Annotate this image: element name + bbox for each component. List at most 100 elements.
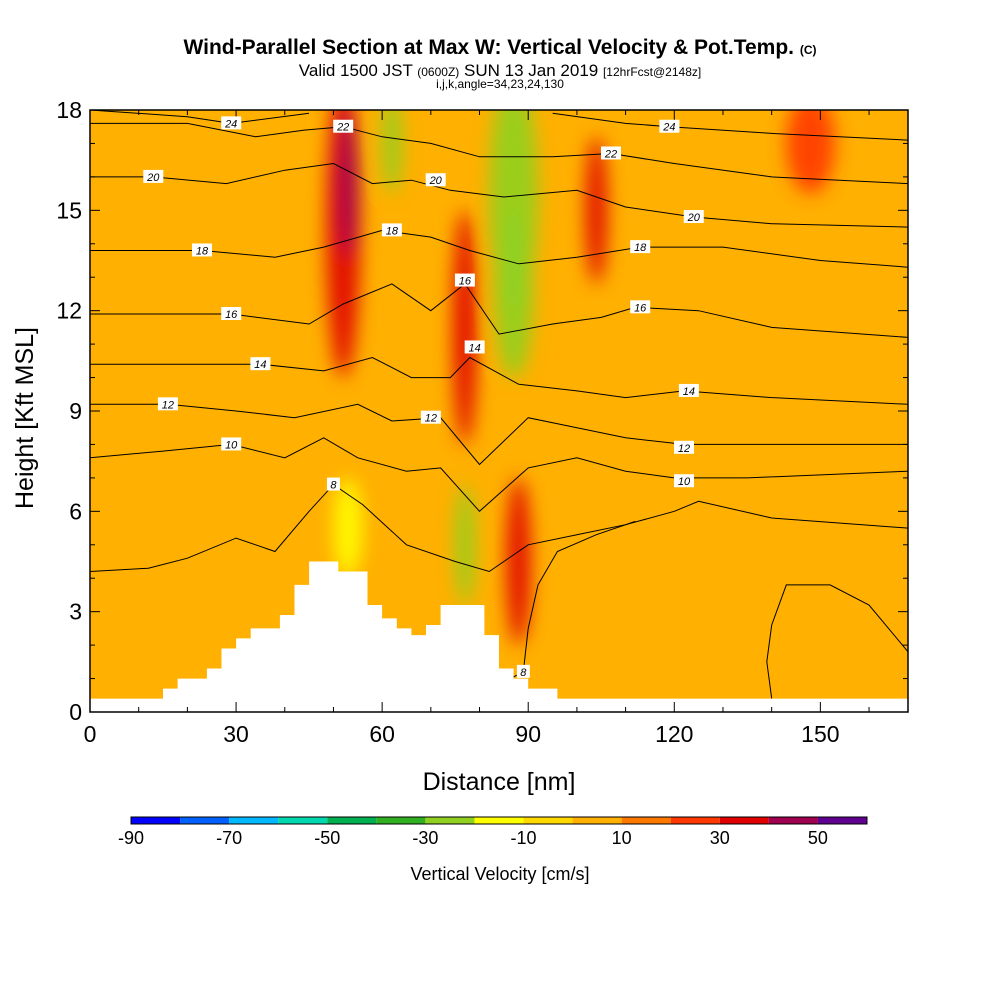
colorbar-tick--10: -10 [511, 828, 537, 848]
contour-label-bg-1 [221, 437, 242, 451]
contour-label-3: 12 [162, 399, 174, 411]
contour-label-10: 16 [459, 276, 472, 288]
contour-label-bg-22 [516, 664, 530, 678]
contour-label-bg-18 [333, 119, 354, 133]
contour-label-15: 20 [146, 172, 160, 184]
contour-label-5: 12 [678, 443, 690, 455]
contour-label-bg-21 [659, 119, 680, 133]
x-tick-label-90: 90 [515, 721, 541, 747]
colorbar-frame [130, 816, 868, 825]
contour-label-9: 16 [225, 309, 238, 321]
colorbar-tick-50: 50 [808, 828, 828, 848]
contour-label-18: 22 [336, 122, 349, 134]
terrain [90, 561, 908, 712]
colorbar-tick-30: 30 [710, 828, 730, 848]
vertical-velocity-field [326, 110, 835, 646]
colorbar-swatch-8 [523, 817, 573, 824]
contour-label-bg-0 [326, 477, 340, 491]
x-tick-label-60: 60 [369, 721, 395, 747]
colorbar-swatch-13 [768, 817, 818, 824]
contour-label-bg-20 [221, 116, 242, 130]
contour-label-7: 14 [469, 342, 481, 354]
contour-label-bg-11 [630, 300, 651, 314]
valid-utc: (0600Z) [417, 65, 460, 79]
velocity-feature-8 [585, 136, 608, 284]
contour-label-0: 8 [330, 480, 337, 492]
y-tick-label-0: 0 [69, 699, 82, 725]
chart-subtitle: Valid 1500 JST (0600Z) SUN 13 Jan 2019 [… [0, 61, 1000, 81]
theta-contour-12 [90, 229, 908, 268]
contour-label-19: 22 [604, 148, 617, 160]
contour-label-20: 24 [224, 118, 237, 130]
contour-label-bg-12 [191, 243, 212, 257]
y-tick-label-12: 12 [56, 298, 82, 324]
y-tick-label-9: 9 [69, 398, 82, 424]
velocity-feature-1 [338, 110, 358, 258]
x-axis-label: Distance [nm] [423, 768, 576, 796]
contour-label-13: 18 [386, 225, 399, 237]
copyright-mark: (C) [799, 43, 817, 57]
contour-label-bg-17 [683, 210, 704, 224]
colorbar-tick--50: -50 [314, 828, 340, 848]
contour-label-bg-9 [221, 307, 242, 321]
colorbar-swatch-2 [229, 817, 279, 824]
colorbar-swatch-14 [817, 817, 867, 824]
colorbar-swatch-4 [327, 817, 377, 824]
theta-contour-23 [766, 584, 908, 699]
colorbar-tick--90: -90 [118, 828, 144, 848]
contour-label-bg-19 [600, 146, 621, 160]
theta-contour-6 [90, 356, 908, 405]
colorbar-swatch-11 [670, 817, 720, 824]
velocity-feature-10 [786, 110, 835, 194]
colorbar-swatch-6 [425, 817, 475, 824]
chart-title-main: Wind-Parallel Section at Max W: Vertical… [183, 36, 794, 59]
colorbar: -90 -70 -50 -30 -10 10 30 50 [118, 816, 868, 848]
colorbar-swatch-10 [621, 817, 671, 824]
theta-contour-1 [90, 437, 908, 513]
contour-label-bg-2 [674, 474, 695, 488]
colorbar-swatch-12 [719, 817, 769, 824]
y-tick-label-18: 18 [56, 97, 82, 123]
velocity-feature-3 [506, 477, 531, 646]
contour-labels: 8 10 10 12 12 12 14 14 14 16 16 16 18 18 18 20 20 20 22 22 2… [143, 116, 704, 679]
contour-label-bg-14 [630, 240, 651, 254]
colorbar-tick--30: -30 [412, 828, 438, 848]
chart-title: Wind-Parallel Section at Max W: Vertical… [0, 36, 1000, 60]
y-axis-label: Height [Kft MSL] [11, 327, 39, 509]
contour-label-4: 12 [425, 413, 437, 425]
valid-time: Valid 1500 JST [298, 61, 413, 80]
plot-area [90, 110, 908, 712]
contour-label-bg-4 [420, 410, 441, 424]
grid-indices: i,j,k,angle=34,23,24,130 [436, 77, 564, 91]
contour-label-bg-13 [381, 223, 402, 237]
contour-label-6: 14 [254, 359, 266, 371]
contour-label-bg-16 [425, 173, 446, 187]
velocity-feature-5 [494, 210, 534, 378]
x-tick-label-120: 120 [655, 721, 693, 747]
colorbar-label: Vertical Velocity [cm/s] [410, 864, 589, 884]
velocity-feature-9 [333, 477, 363, 579]
contour-label-16: 20 [429, 175, 443, 187]
forecast-info: [12hrFcst@2148z] [602, 65, 702, 79]
y-tick-label-15: 15 [56, 197, 82, 223]
contour-label-14: 18 [634, 242, 647, 254]
contour-label-bg-10 [454, 273, 475, 287]
colorbar-swatch-0 [131, 817, 181, 824]
contour-label-22: 8 [520, 667, 527, 679]
contour-label-11: 16 [634, 302, 647, 314]
colorbar-swatch-5 [376, 817, 426, 824]
colorbar-swatch-9 [572, 817, 622, 824]
contour-label-bg-6 [250, 357, 271, 371]
y-tick-label-6: 6 [69, 498, 82, 524]
theta-contour-18 [90, 122, 908, 185]
contour-label-bg-3 [157, 397, 178, 411]
colorbar-swatch-1 [180, 817, 230, 824]
contour-label-2: 10 [678, 476, 691, 488]
valid-date: SUN 13 Jan 2019 [464, 61, 599, 80]
colorbar-tick-10: 10 [612, 828, 632, 848]
contour-label-17: 20 [687, 212, 701, 224]
contour-label-12: 18 [196, 245, 209, 257]
colorbar-swatch-3 [278, 817, 328, 824]
y-tick-label-3: 3 [69, 599, 82, 625]
